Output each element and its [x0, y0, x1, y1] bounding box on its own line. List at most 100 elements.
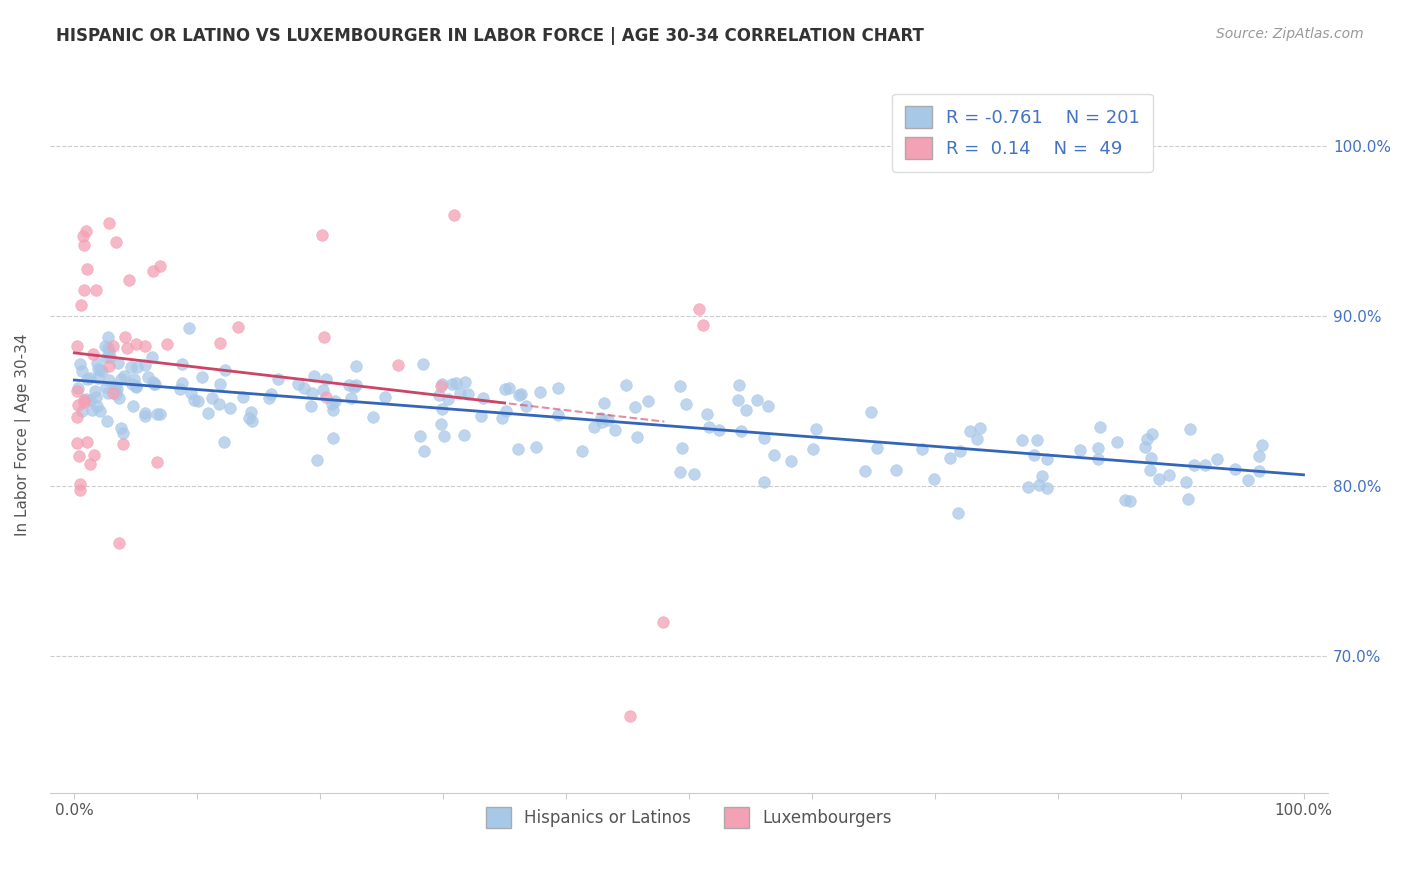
Point	[682, 467, 704, 481]
Point	[70, 364, 93, 378]
Point	[924, 472, 946, 486]
Point	[449, 385, 471, 400]
Point	[692, 318, 714, 332]
Point	[118, 273, 141, 287]
Point	[412, 357, 434, 371]
Point	[98, 216, 121, 230]
Point	[301, 385, 323, 400]
Point	[752, 431, 775, 445]
Point	[136, 370, 159, 384]
Point	[312, 330, 335, 344]
Point	[626, 429, 648, 443]
Point	[495, 404, 517, 418]
Point	[515, 399, 537, 413]
Point	[730, 424, 752, 438]
Point	[1182, 458, 1205, 472]
Point	[86, 356, 108, 370]
Point	[1237, 473, 1260, 487]
Point	[1177, 491, 1199, 506]
Point	[948, 506, 970, 520]
Point	[104, 383, 127, 397]
Point	[187, 394, 209, 409]
Point	[232, 390, 254, 404]
Point	[498, 381, 520, 395]
Point	[197, 406, 219, 420]
Point	[94, 338, 117, 352]
Point	[170, 357, 193, 371]
Point	[97, 341, 120, 355]
Point	[583, 420, 606, 434]
Point	[1136, 433, 1159, 447]
Point	[98, 345, 121, 359]
Point	[226, 319, 249, 334]
Point	[108, 536, 131, 550]
Point	[866, 441, 889, 455]
Point	[688, 302, 710, 317]
Point	[240, 414, 263, 428]
Point	[69, 477, 91, 491]
Point	[82, 347, 104, 361]
Point	[948, 443, 970, 458]
Point	[1069, 442, 1091, 457]
Point	[101, 339, 124, 353]
Point	[214, 363, 236, 377]
Point	[98, 373, 121, 387]
Point	[1024, 448, 1046, 462]
Point	[340, 391, 363, 405]
Point	[966, 433, 988, 447]
Point	[110, 372, 132, 386]
Point	[315, 390, 337, 404]
Point	[1174, 475, 1197, 489]
Point	[509, 386, 531, 401]
Point	[73, 237, 96, 252]
Point	[614, 378, 637, 392]
Point	[125, 379, 148, 393]
Point	[374, 390, 396, 404]
Point	[87, 370, 110, 384]
Point	[669, 465, 692, 479]
Point	[110, 421, 132, 435]
Point	[1250, 438, 1272, 452]
Point	[637, 394, 659, 409]
Point	[432, 401, 454, 416]
Point	[728, 378, 751, 392]
Y-axis label: In Labor Force | Age 30-34: In Labor Force | Age 30-34	[15, 334, 31, 536]
Point	[323, 393, 346, 408]
Point	[697, 419, 720, 434]
Point	[707, 423, 730, 437]
Point	[127, 359, 149, 374]
Point	[853, 464, 876, 478]
Point	[1140, 451, 1163, 466]
Point	[1247, 449, 1270, 463]
Point	[66, 384, 89, 398]
Point	[321, 397, 343, 411]
Point	[149, 407, 172, 421]
Point	[307, 452, 329, 467]
Point	[727, 392, 749, 407]
Point	[312, 384, 335, 398]
Point	[471, 392, 494, 406]
Point	[87, 362, 110, 376]
Point	[337, 377, 360, 392]
Point	[219, 401, 242, 415]
Point	[120, 360, 142, 375]
Point	[66, 339, 89, 353]
Point	[143, 377, 166, 392]
Point	[547, 409, 569, 423]
Point	[508, 442, 530, 457]
Point	[86, 399, 108, 413]
Point	[69, 357, 91, 371]
Text: Source: ZipAtlas.com: Source: ZipAtlas.com	[1216, 27, 1364, 41]
Point	[1147, 473, 1170, 487]
Point	[101, 385, 124, 400]
Point	[361, 410, 384, 425]
Point	[142, 376, 165, 391]
Point	[111, 437, 134, 451]
Point	[94, 380, 117, 394]
Point	[593, 396, 616, 410]
Point	[201, 391, 224, 405]
Point	[134, 339, 156, 353]
Point	[387, 358, 409, 372]
Point	[1017, 480, 1039, 494]
Point	[142, 375, 165, 389]
